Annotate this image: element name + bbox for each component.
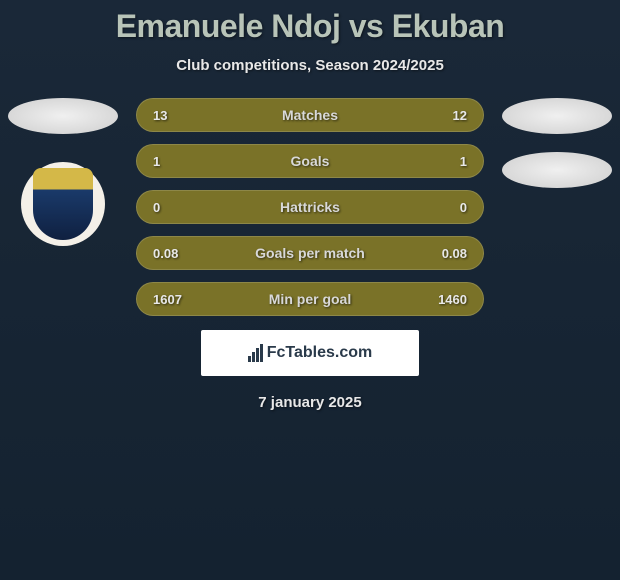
- stat-left-value: 13: [153, 108, 167, 123]
- stat-row-hattricks: 0 Hattricks 0: [136, 190, 484, 224]
- stat-right-value: 0.08: [442, 246, 467, 261]
- stat-right-value: 0: [460, 200, 467, 215]
- right-player-column: [502, 98, 612, 188]
- stat-left-value: 0: [153, 200, 160, 215]
- stat-right-value: 12: [453, 108, 467, 123]
- left-player-avatar: [8, 98, 118, 134]
- stat-left-value: 1: [153, 154, 160, 169]
- stat-row-goals: 1 Goals 1: [136, 144, 484, 178]
- stat-label: Hattricks: [280, 199, 340, 215]
- date-label: 7 january 2025: [0, 394, 620, 411]
- right-player-avatar: [502, 98, 612, 134]
- brand-logo: FcTables.com: [201, 330, 419, 376]
- stat-row-goals-per-match: 0.08 Goals per match 0.08: [136, 236, 484, 270]
- page-title: Emanuele Ndoj vs Ekuban: [0, 8, 620, 45]
- brand-text: FcTables.com: [267, 344, 373, 362]
- stat-left-value: 0.08: [153, 246, 178, 261]
- infographic-container: Emanuele Ndoj vs Ekuban Club competition…: [0, 0, 620, 411]
- stat-row-matches: 13 Matches 12: [136, 98, 484, 132]
- stat-label: Matches: [282, 107, 338, 123]
- bar-chart-icon: [248, 344, 263, 362]
- right-club-placeholder: [502, 152, 612, 188]
- left-player-column: [8, 98, 118, 246]
- stat-left-value: 1607: [153, 292, 182, 307]
- stat-right-value: 1: [460, 154, 467, 169]
- stat-label: Min per goal: [269, 291, 351, 307]
- left-club-logo: [21, 162, 105, 246]
- stat-row-min-per-goal: 1607 Min per goal 1460: [136, 282, 484, 316]
- stats-column: 13 Matches 12 1 Goals 1 0 Hattricks 0 0.…: [136, 98, 484, 316]
- stat-label: Goals: [291, 153, 330, 169]
- stat-right-value: 1460: [438, 292, 467, 307]
- stat-label: Goals per match: [255, 245, 365, 261]
- shield-icon: [33, 168, 93, 240]
- page-subtitle: Club competitions, Season 2024/2025: [0, 57, 620, 74]
- content-row: 13 Matches 12 1 Goals 1 0 Hattricks 0 0.…: [0, 98, 620, 316]
